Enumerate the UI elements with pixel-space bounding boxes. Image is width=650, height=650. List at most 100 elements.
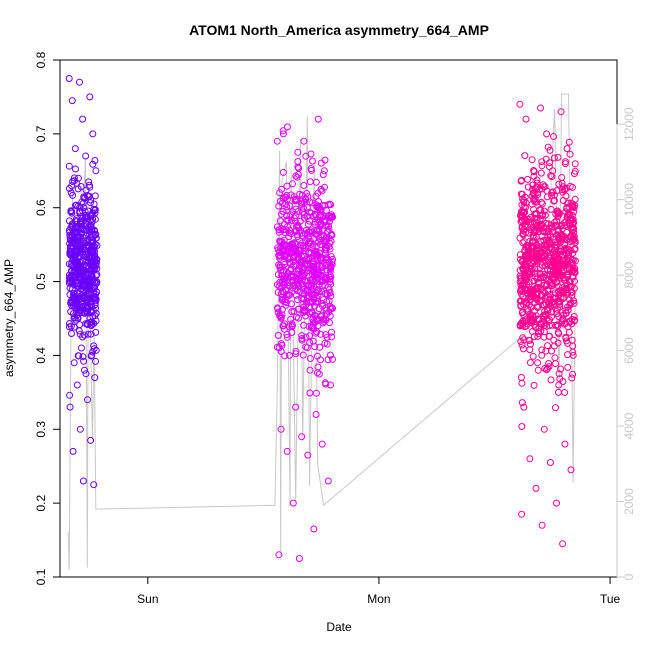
data-point xyxy=(548,223,556,230)
data-point-outlier xyxy=(92,167,100,175)
data-point xyxy=(525,244,533,252)
data-point xyxy=(571,277,578,285)
data-point xyxy=(571,265,579,272)
data-point xyxy=(521,260,529,267)
data-point xyxy=(561,277,569,285)
data-point xyxy=(279,226,287,234)
data-point xyxy=(315,228,323,236)
data-point xyxy=(541,289,549,297)
data-point xyxy=(80,194,88,202)
data-point xyxy=(299,303,307,311)
data-point xyxy=(537,198,545,206)
data-point xyxy=(326,351,334,359)
data-point xyxy=(82,222,90,230)
data-point xyxy=(537,327,545,335)
data-point xyxy=(521,193,529,201)
data-point xyxy=(521,216,529,224)
data-point xyxy=(65,162,73,170)
data-point xyxy=(566,278,573,286)
data-point xyxy=(525,251,533,259)
data-point xyxy=(530,168,538,176)
data-point xyxy=(70,296,78,304)
data-point xyxy=(316,211,324,219)
data-point xyxy=(546,300,553,308)
data-point xyxy=(533,303,541,311)
data-point xyxy=(541,311,549,319)
data-point xyxy=(321,339,329,347)
data-point-outlier xyxy=(86,93,94,101)
data-point xyxy=(549,298,557,306)
data-point xyxy=(570,236,578,244)
data-point xyxy=(76,265,84,273)
data-point xyxy=(86,246,94,254)
data-point xyxy=(522,203,529,211)
y2-tick-label-0: 0 xyxy=(622,573,636,580)
data-point xyxy=(554,209,562,217)
data-point xyxy=(304,277,312,285)
data-point xyxy=(76,302,84,310)
data-point-outlier xyxy=(518,510,526,518)
data-point xyxy=(530,333,538,341)
data-point xyxy=(518,399,526,407)
data-point xyxy=(323,221,331,229)
data-point xyxy=(76,233,84,241)
data-point xyxy=(543,282,550,290)
data-point xyxy=(279,207,287,215)
data-point xyxy=(318,267,326,275)
data-point xyxy=(70,323,78,331)
data-point xyxy=(551,243,559,251)
data-point xyxy=(326,312,334,320)
data-point xyxy=(306,332,314,340)
data-point xyxy=(569,348,577,356)
data-point xyxy=(91,207,99,214)
data-point xyxy=(543,193,551,201)
data-point xyxy=(524,223,532,231)
data-point-outlier xyxy=(286,351,293,359)
data-point-outlier xyxy=(279,130,287,138)
data-point xyxy=(298,332,306,340)
data-point-outlier xyxy=(538,521,546,529)
data-point xyxy=(549,188,557,196)
data-point xyxy=(313,328,321,336)
data-point xyxy=(530,381,538,389)
data-point-outlier xyxy=(549,167,557,175)
data-point xyxy=(313,242,321,250)
data-point xyxy=(527,290,535,298)
data-point-outlier xyxy=(563,145,571,153)
data-point xyxy=(536,274,544,282)
data-point xyxy=(87,279,95,287)
data-point-outlier xyxy=(534,366,542,374)
data-point xyxy=(527,265,535,273)
data-point xyxy=(318,299,326,307)
data-point xyxy=(79,199,87,207)
y2-tick-label-6: 12000 xyxy=(622,107,636,141)
data-point-outlier xyxy=(555,381,563,389)
data-point xyxy=(316,241,324,249)
data-point xyxy=(544,317,552,325)
data-point xyxy=(548,313,555,321)
points-layer xyxy=(65,75,579,562)
data-point xyxy=(533,254,541,262)
data-point xyxy=(564,323,572,331)
data-point xyxy=(526,315,534,323)
data-point xyxy=(282,193,290,201)
data-point xyxy=(274,331,282,339)
data-point xyxy=(86,295,94,303)
data-point xyxy=(518,423,526,430)
data-point xyxy=(69,276,77,284)
data-point xyxy=(306,389,314,397)
data-point xyxy=(314,363,322,371)
data-point xyxy=(301,230,309,238)
data-point xyxy=(292,347,300,355)
data-point xyxy=(546,332,553,340)
data-point xyxy=(78,218,86,226)
data-point xyxy=(563,337,570,345)
data-point xyxy=(66,248,74,256)
data-point xyxy=(80,331,88,339)
data-point-outlier xyxy=(532,484,540,492)
chart-title: ATOM1 North_America asymmetry_664_AMP xyxy=(189,22,489,38)
data-point xyxy=(91,230,99,238)
data-point xyxy=(564,245,572,253)
data-point-outlier xyxy=(66,403,74,411)
data-point xyxy=(313,317,321,325)
